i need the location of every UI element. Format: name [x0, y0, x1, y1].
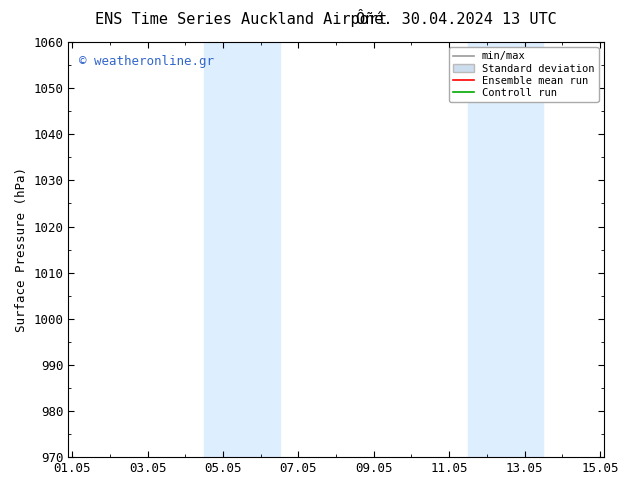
- Text: © weatheronline.gr: © weatheronline.gr: [79, 54, 214, 68]
- Bar: [204, 42, 280, 457]
- Legend: min/max, Standard deviation, Ensemble mean run, Controll run: min/max, Standard deviation, Ensemble me…: [448, 47, 598, 102]
- Y-axis label: Surface Pressure (hPa): Surface Pressure (hPa): [15, 167, 28, 332]
- Text: Ôñé. 30.04.2024 13 UTC: Ôñé. 30.04.2024 13 UTC: [356, 12, 557, 27]
- Text: ENS Time Series Auckland Airport: ENS Time Series Auckland Airport: [95, 12, 387, 27]
- Bar: [468, 42, 543, 457]
